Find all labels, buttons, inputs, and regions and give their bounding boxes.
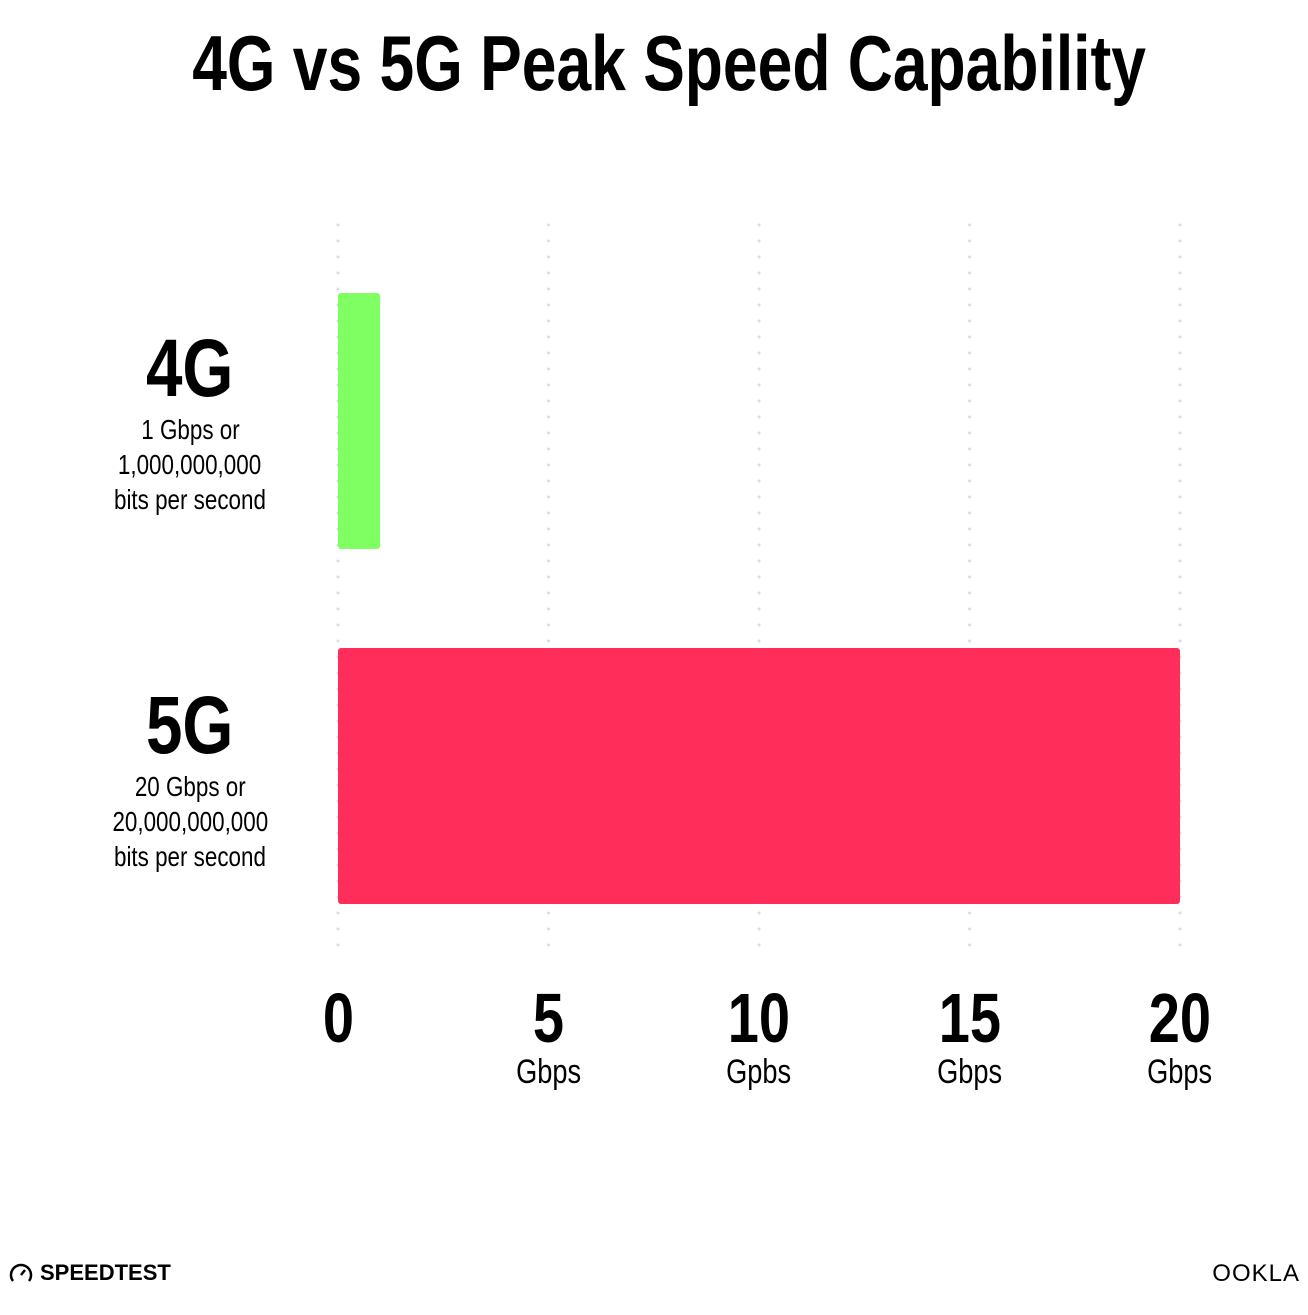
tick-value: 15 bbox=[938, 979, 1001, 1057]
x-tick-label: 15 Gbps bbox=[870, 982, 1070, 1090]
tick-value: 0 bbox=[322, 979, 354, 1057]
bar-5g bbox=[338, 648, 1180, 904]
tick-value: 10 bbox=[727, 979, 791, 1057]
tick-value: 20 bbox=[1148, 979, 1212, 1057]
x-tick-label: 20 Gbps bbox=[1080, 982, 1280, 1090]
speedtest-logo: SPEEDTEST bbox=[8, 1260, 171, 1286]
tick-unit: Gbps bbox=[515, 1053, 581, 1091]
tick-unit: Gbps bbox=[936, 1053, 1002, 1091]
chart-title: 4G vs 5G Peak Speed Capability bbox=[192, 19, 1146, 107]
x-tick-label: 5 Gbps bbox=[449, 982, 649, 1090]
ookla-logo: OOKLA bbox=[1212, 1260, 1300, 1287]
x-tick-label: 10 Gpbs bbox=[659, 982, 859, 1090]
speedometer-icon bbox=[9, 1263, 33, 1282]
bar-4g bbox=[338, 293, 381, 549]
tick-unit: Gpbs bbox=[726, 1053, 792, 1091]
x-tick-label: 0 bbox=[238, 982, 438, 1090]
category-label-5g: 5G 20 Gbps or 20,000,000,000 bits per se… bbox=[112, 680, 268, 873]
category-label-4g: 4G 1 Gbps or 1,000,000,000 bits per seco… bbox=[114, 323, 266, 516]
tick-unit: Gbps bbox=[1147, 1053, 1213, 1091]
tick-value: 5 bbox=[532, 979, 565, 1057]
